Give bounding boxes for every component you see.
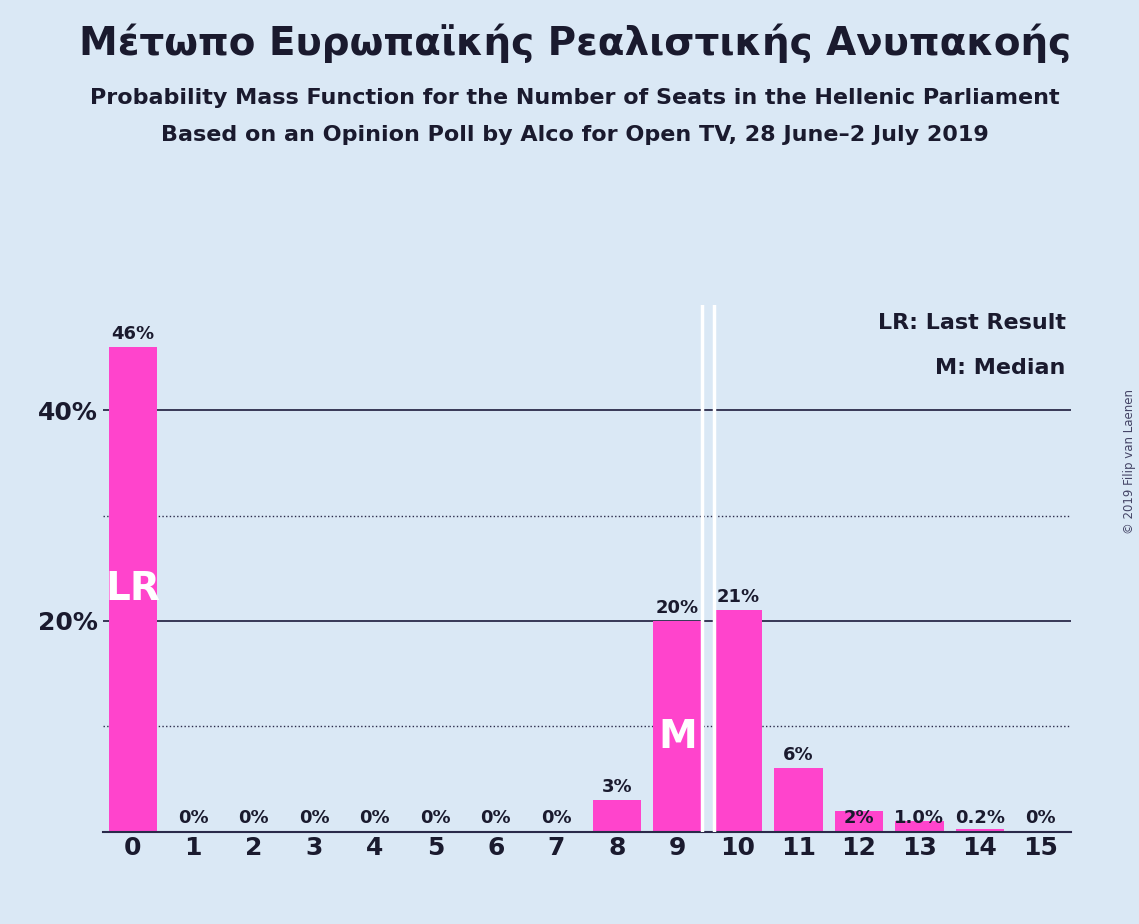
Text: 0.2%: 0.2% [954, 809, 1005, 827]
Bar [895, 821, 943, 832]
Bar [775, 769, 822, 832]
Text: © 2019 Filip van Laenen: © 2019 Filip van Laenen [1123, 390, 1137, 534]
Text: 20%: 20% [656, 599, 699, 616]
Text: M: M [658, 718, 697, 756]
Bar [108, 347, 157, 832]
Text: 1.0%: 1.0% [894, 809, 944, 827]
Text: 3%: 3% [601, 778, 632, 796]
Text: LR: LR [105, 570, 161, 608]
Bar [592, 800, 641, 832]
Text: 0%: 0% [238, 809, 269, 827]
Text: 46%: 46% [112, 325, 154, 343]
Text: 0%: 0% [481, 809, 511, 827]
Text: Μέτωπο Ευρωπαϊκής Ρεαλιστικής Ανυπακοής: Μέτωπο Ευρωπαϊκής Ρεαλιστικής Ανυπακοής [79, 23, 1072, 63]
Text: 2%: 2% [844, 809, 875, 827]
Text: 0%: 0% [420, 809, 451, 827]
Bar [956, 830, 1005, 832]
Bar [653, 621, 702, 832]
Text: Probability Mass Function for the Number of Seats in the Hellenic Parliament: Probability Mass Function for the Number… [90, 88, 1060, 108]
Text: 0%: 0% [360, 809, 391, 827]
Text: M: Median: M: Median [935, 358, 1066, 378]
Bar [714, 611, 762, 832]
Text: 6%: 6% [782, 747, 813, 764]
Bar [835, 810, 883, 832]
Text: 0%: 0% [1025, 809, 1056, 827]
Text: Based on an Opinion Poll by Alco for Open TV, 28 June–2 July 2019: Based on an Opinion Poll by Alco for Ope… [162, 125, 989, 145]
Text: 0%: 0% [298, 809, 329, 827]
Text: 0%: 0% [541, 809, 572, 827]
Text: 21%: 21% [716, 589, 760, 606]
Text: LR: Last Result: LR: Last Result [878, 313, 1066, 333]
Text: 0%: 0% [178, 809, 208, 827]
